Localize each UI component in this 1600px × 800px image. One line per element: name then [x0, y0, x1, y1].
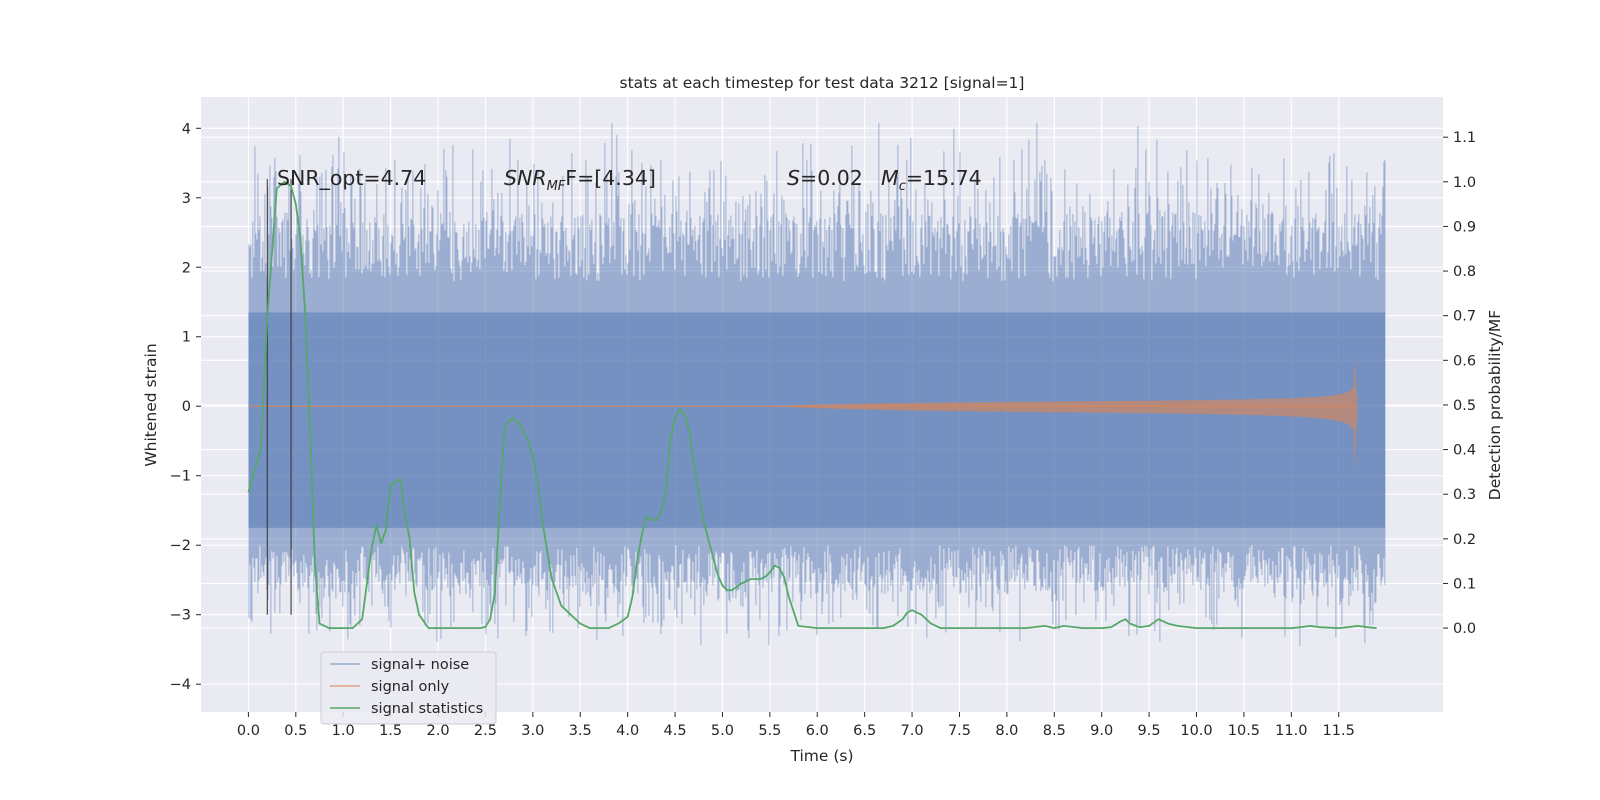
y-left-tick-label: 2 [182, 260, 191, 276]
x-tick-label: 5.5 [758, 723, 781, 739]
y-right-tick-label: 0.4 [1453, 443, 1476, 459]
x-tick-label: 2.5 [474, 723, 497, 739]
y-left-tick-label: 0 [182, 399, 191, 415]
x-tick-label: 2.0 [426, 723, 449, 739]
y-left-tick-label: −3 [170, 608, 191, 624]
s-value: =0.02 [800, 166, 863, 190]
x-tick-label: 3.5 [569, 723, 592, 739]
x-tick-label: 7.0 [901, 723, 924, 739]
right-y-axis-label: Detection probability/MF [1486, 310, 1504, 501]
right-y-axis-ticks: 1.1 1.0 0.9 0.8 0.7 0.6 0.5 0.4 0.3 0.2 0.1 0.0 [1443, 130, 1476, 637]
noise-series [248, 122, 1386, 647]
legend-box [320, 651, 497, 725]
legend-label-statistics: signal statistics [371, 701, 483, 717]
x-tick-label: 1.5 [379, 723, 402, 739]
y-right-tick-label: 0.5 [1453, 398, 1476, 414]
x-tick-label: 5.0 [711, 723, 734, 739]
y-left-tick-label: 4 [182, 121, 191, 137]
annotations: SNR_opt=4.74 SNRMFF=[4.34] S=0.02 Mc=15.… [277, 166, 982, 194]
y-right-tick-label: 0.9 [1453, 219, 1476, 235]
x-tick-label: 6.5 [853, 723, 876, 739]
y-right-tick-label: 0.6 [1453, 353, 1476, 369]
snr-mf-value: F=[4.34] [565, 166, 656, 190]
x-tick-label: 7.5 [948, 723, 971, 739]
x-tick-label: 11.5 [1323, 723, 1355, 739]
x-tick-label: 4.0 [616, 723, 639, 739]
y-right-tick-label: 0.2 [1453, 532, 1476, 548]
y-right-tick-label: 1.1 [1453, 130, 1476, 146]
mc-symbol: M [881, 166, 899, 190]
y-right-tick-label: 0.7 [1453, 309, 1476, 325]
signal-only-series [248, 354, 1358, 475]
x-tick-label: 10.0 [1180, 723, 1212, 739]
x-axis-ticks: 0.0 0.5 1.0 1.5 2.0 2.5 3.0 3.5 4.0 4.5 5.0 5.5 6.0 6… [237, 712, 1355, 739]
x-axis-label: Time (s) [789, 747, 853, 765]
chart-title: stats at each timestep for test data 321… [620, 74, 1025, 92]
legend-label-noise: signal+ noise [371, 657, 469, 673]
y-left-tick-label: 1 [182, 330, 191, 346]
y-right-tick-label: 0.8 [1453, 264, 1476, 280]
x-tick-label: 8.0 [995, 723, 1018, 739]
x-tick-label: 1.0 [332, 723, 355, 739]
y-left-tick-label: −2 [170, 538, 191, 554]
y-left-tick-label: 3 [182, 191, 191, 207]
statistics-line [247, 180, 1377, 629]
x-tick-label: 9.0 [1090, 723, 1113, 739]
x-tick-label: 6.0 [806, 723, 829, 739]
y-left-tick-label: −1 [170, 469, 191, 485]
snr-mf-symbol: SNR [504, 166, 547, 190]
y-right-tick-label: 0.0 [1453, 621, 1476, 637]
x-tick-label: 8.5 [1043, 723, 1066, 739]
x-tick-label: 10.5 [1228, 723, 1260, 739]
s-annotation: S=0.02 [787, 166, 863, 190]
x-tick-label: 0.0 [237, 723, 260, 739]
y-right-tick-label: 1.0 [1453, 175, 1476, 191]
y-left-tick-label: −4 [170, 677, 191, 693]
x-tick-label: 4.5 [664, 723, 687, 739]
x-tick-label: 9.5 [1138, 723, 1161, 739]
y-right-tick-label: 0.3 [1453, 487, 1476, 503]
mc-annotation: Mc=15.74 [881, 166, 982, 194]
signal-statistics-series [247, 180, 1377, 629]
snr-mf-subscript: MF [547, 179, 566, 194]
x-tick-label: 3.0 [521, 723, 544, 739]
left-y-axis-label: Whitened strain [142, 343, 160, 466]
mc-subscript: c [899, 179, 906, 194]
left-y-axis-ticks: 4 3 2 1 0 −1 −2 −3 −4 [170, 121, 201, 693]
vertical-markers [266, 179, 292, 615]
legend-label-signal: signal only [371, 679, 450, 695]
s-symbol: S [787, 166, 800, 190]
x-tick-label: 0.5 [284, 723, 307, 739]
x-tick-label: 11.0 [1275, 723, 1307, 739]
y-right-tick-label: 0.1 [1453, 576, 1476, 592]
snr-mf-annotation: SNRMFF=[4.34] [504, 166, 656, 194]
legend: signal+ noise signal only signal statist… [320, 651, 497, 725]
mc-value: =15.74 [906, 166, 982, 190]
snr-opt-annotation: SNR_opt=4.74 [277, 166, 426, 191]
